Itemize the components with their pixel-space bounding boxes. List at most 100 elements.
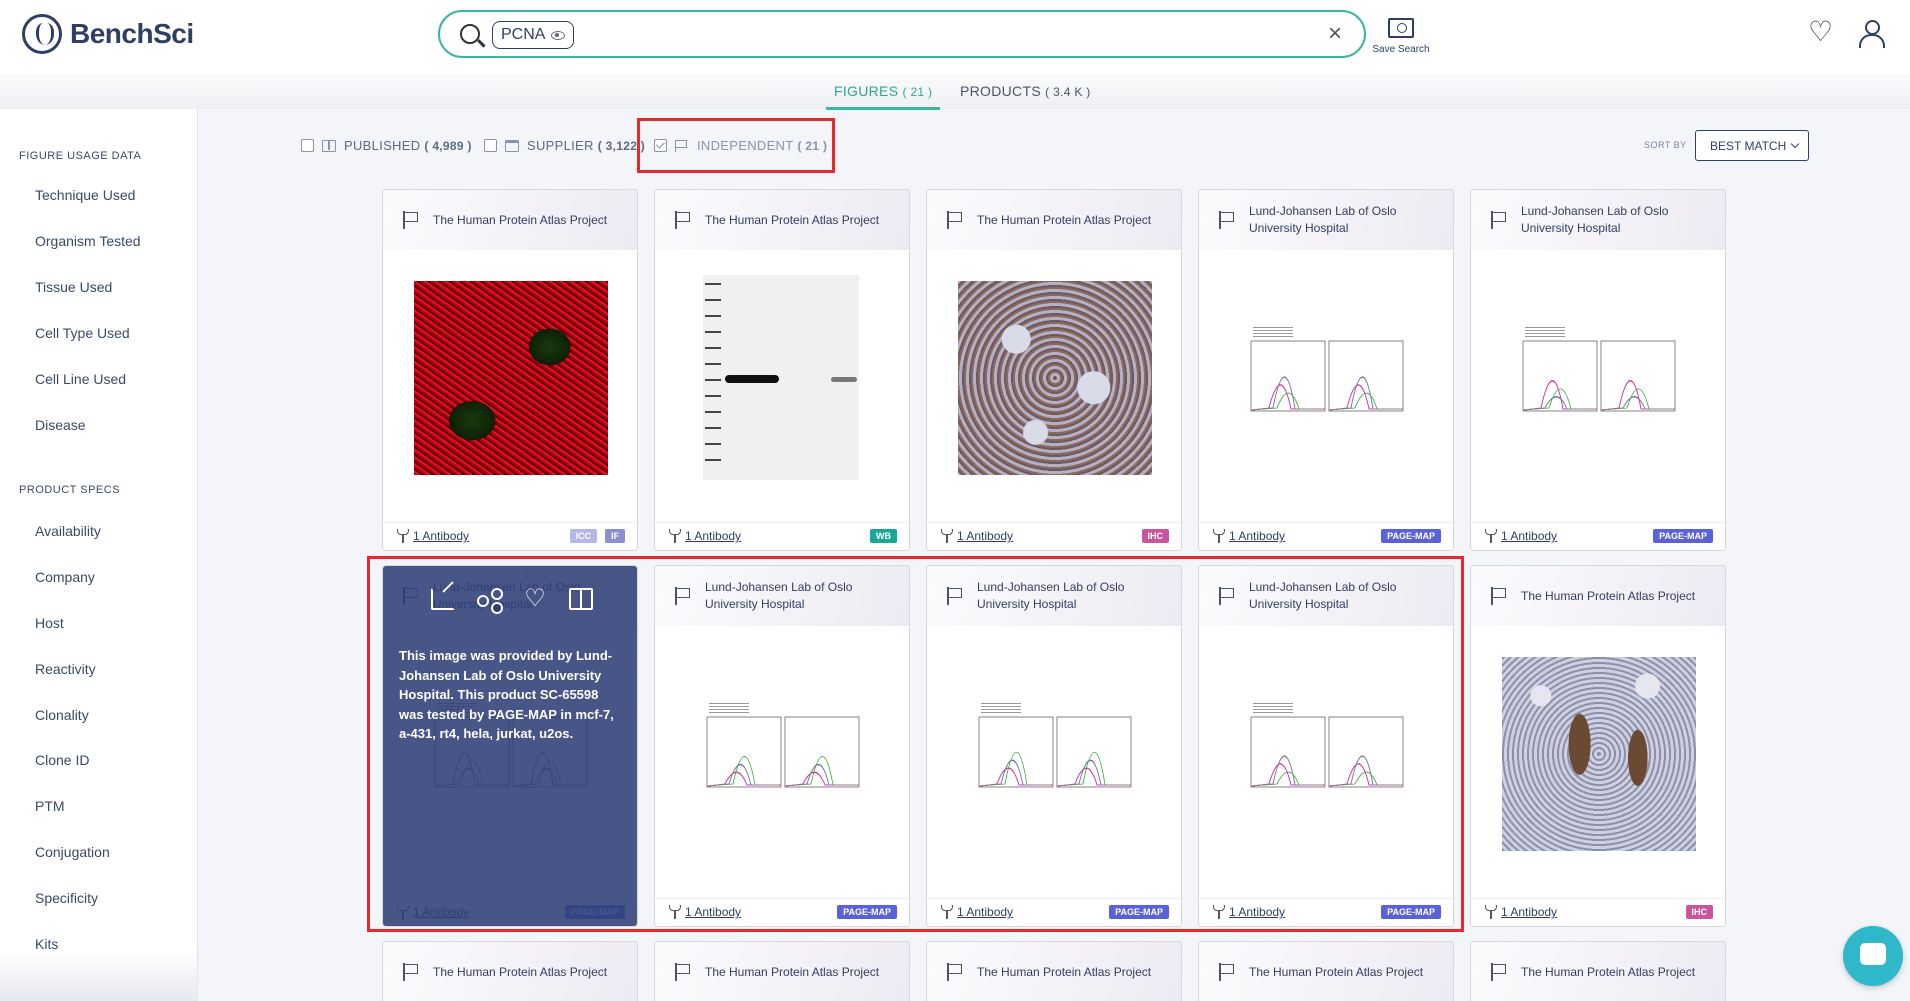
flag-icon[interactable] [947,587,963,605]
figure-card[interactable]: Lund-Johansen Lab of Oslo University Hos… [382,565,638,927]
figure-card[interactable]: Lund-Johansen Lab of Oslo University Hos… [1198,189,1454,551]
published-checkbox[interactable] [301,139,314,152]
card-footer: 1 Antibody PAGE-MAP [927,898,1181,926]
bookmark-icon[interactable] [569,588,593,610]
flag-icon[interactable] [1219,963,1235,981]
sidebar-item-availability[interactable]: Availability [35,523,101,539]
sidebar-item-technique-used[interactable]: Technique Used [35,187,136,203]
filter-independent[interactable]: INDEPENDENT ( 21 ) [654,138,827,153]
filter-supplier[interactable]: SUPPLIER ( 3,122 ) [484,138,645,153]
save-search-button[interactable]: Save Search [1370,18,1432,55]
antibody-link[interactable]: 1 Antibody [685,529,742,543]
flag-icon[interactable] [1219,211,1235,229]
antibody-link[interactable]: 1 Antibody [1229,529,1286,543]
share-icon[interactable] [477,588,503,610]
sidebar-item-ptm[interactable]: PTM [35,798,65,814]
flag-icon[interactable] [675,211,691,229]
user-account-icon[interactable] [1858,20,1885,48]
figure-card[interactable]: The Human Protein Atlas Project 1 Antibod… [1470,565,1726,927]
figure-card[interactable]: The Human Protein Atlas Project [654,941,910,1001]
card-source: The Human Protein Atlas Project [1521,588,1696,603]
favorite-heart-icon[interactable]: ♡ [524,585,546,612]
search-icon[interactable] [460,24,480,44]
antibody-link[interactable]: 1 Antibody [1229,905,1286,919]
sidebar-item-specificity[interactable]: Specificity [35,890,99,906]
figure-card[interactable]: Lund-Johansen Lab of Oslo University Hos… [1470,189,1726,551]
card-source: The Human Protein Atlas Project [433,212,608,227]
figure-card[interactable]: The Human Protein Atlas Project 1 Antibod… [926,189,1182,551]
sidebar-item-company[interactable]: Company [35,569,95,585]
flag-icon[interactable] [1491,587,1507,605]
sidebar-item-tissue-used[interactable]: Tissue Used [35,279,113,295]
flag-icon[interactable] [1491,963,1507,981]
sidebar-item-host[interactable]: Host [35,615,64,631]
sidebar-item-clone-id[interactable]: Clone ID [35,752,90,768]
app-name: BenchSci [70,18,194,49]
figure-image[interactable] [1241,325,1413,425]
antibody-link[interactable]: 1 Antibody [413,529,470,543]
search-bar[interactable]: PCNA × [438,10,1366,58]
antibody-link[interactable]: 1 Antibody [685,905,742,919]
chat-support-button[interactable] [1843,926,1903,986]
flag-icon[interactable] [403,963,419,981]
sidebar-item-cell-type-used[interactable]: Cell Type Used [35,325,130,341]
antibody-link[interactable]: 1 Antibody [957,529,1014,543]
eye-icon[interactable] [551,30,566,40]
figure-card[interactable]: Lund-Johansen Lab of Oslo University Hos… [1198,565,1454,927]
card-source: The Human Protein Atlas Project [433,964,608,979]
figure-image[interactable] [697,701,869,801]
flag-icon[interactable] [675,963,691,981]
wb-ladder-band [705,347,721,349]
clear-search-icon[interactable]: × [1327,20,1342,47]
figure-card[interactable]: Lund-Johansen Lab of Oslo University Hos… [926,565,1182,927]
flag-icon[interactable] [675,587,691,605]
sidebar-item-cell-line-used[interactable]: Cell Line Used [35,371,127,387]
sidebar-item-conjugation[interactable]: Conjugation [35,844,110,860]
filter-published[interactable]: PUBLISHED ( 4,989 ) [301,138,472,153]
antibody-link[interactable]: 1 Antibody [1501,905,1558,919]
antibody-link[interactable]: 1 Antibody [957,905,1014,919]
figure-image[interactable] [1513,325,1685,425]
flag-icon[interactable] [1219,587,1235,605]
sidebar-item-clonality[interactable]: Clonality [35,707,89,723]
figure-image[interactable] [414,281,608,475]
tab-products[interactable]: PRODUCTS ( 3.4 K ) [960,83,1091,99]
figure-image[interactable] [1241,701,1413,801]
figure-card[interactable]: The Human Protein Atlas Project [382,941,638,1001]
figure-image[interactable] [1502,657,1696,851]
card-header: Lund-Johansen Lab of Oslo University Hos… [1199,566,1453,626]
figure-card[interactable]: The Human Protein Atlas Project [926,941,1182,1001]
tab-figures[interactable]: FIGURES ( 21 ) [825,83,941,110]
benchsci-logo[interactable]: BenchSci [22,14,194,54]
open-external-icon[interactable] [431,588,455,610]
antibody-link[interactable]: 1 Antibody [1501,529,1558,543]
flag-icon[interactable] [1491,211,1507,229]
figure-card[interactable]: Lund-Johansen Lab of Oslo University Hos… [654,565,910,927]
figure-image[interactable] [958,281,1152,475]
figure-card[interactable]: The Human Protein Atlas Project 1 Antibod… [654,189,910,551]
figure-image[interactable] [969,701,1141,801]
sidebar-item-disease[interactable]: Disease [35,417,86,433]
independent-checkbox[interactable] [654,139,667,152]
card-source: The Human Protein Atlas Project [705,964,880,979]
favorites-heart-icon[interactable]: ♡ [1808,16,1834,47]
sidebar-item-reactivity[interactable]: Reactivity [35,661,96,677]
top-header: BenchSci PCNA × Save Search ♡ [0,0,1910,75]
search-chip[interactable]: PCNA [492,21,575,49]
flag-icon[interactable] [403,211,419,229]
figure-card[interactable]: The Human Protein Atlas Project 1 Antibod… [382,189,638,551]
page-map-plot [1250,703,1404,788]
figure-image[interactable] [703,275,859,480]
figure-card[interactable]: The Human Protein Atlas Project [1470,941,1726,1001]
sidebar-item-kits[interactable]: Kits [35,936,59,952]
flag-icon[interactable] [947,963,963,981]
page-map-plot [1522,327,1676,412]
annotation-highlight-filter [637,118,835,173]
figure-card[interactable]: The Human Protein Atlas Project [1198,941,1454,1001]
supplier-checkbox[interactable] [484,139,497,152]
card-footer: 1 Antibody PAGE-MAP [655,898,909,926]
sidebar-item-organism-tested[interactable]: Organism Tested [35,233,141,249]
flag-icon[interactable] [947,211,963,229]
sort-select[interactable]: BEST MATCH [1695,130,1809,161]
antibody-icon [941,905,953,919]
